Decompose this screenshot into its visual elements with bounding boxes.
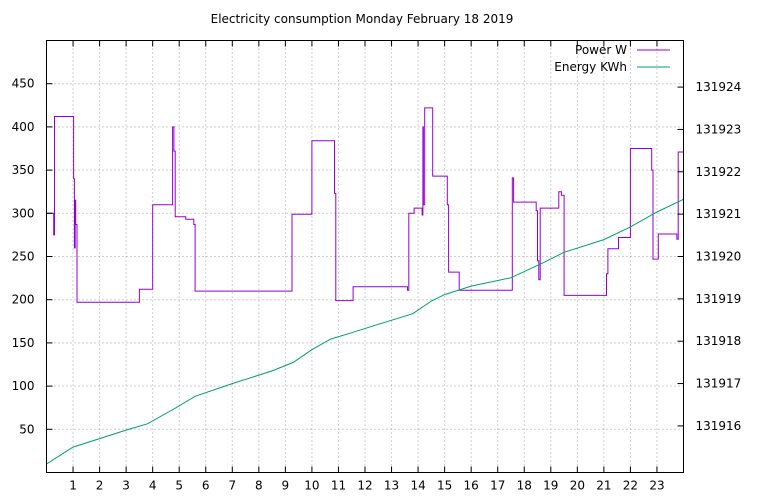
y-tick-label: 250 (12, 250, 35, 264)
x-tick-label: 14 (410, 479, 425, 493)
axis-ticks: 1 2 3 4 5 6 7 8 9 10 11 12 13 14 15 16 17 18 19 20 21 22 23501… (12, 40, 742, 493)
x-tick-label: 5 (175, 479, 183, 493)
x-tick-label: 3 (122, 479, 130, 493)
series-lines (46, 107, 684, 465)
y2-tick-label: 131924 (696, 80, 742, 94)
series-line-energy-kwh (46, 198, 684, 465)
chart-title: Electricity consumption Monday February … (211, 12, 514, 26)
x-tick-label: 19 (543, 479, 558, 493)
x-tick-label: 17 (490, 479, 505, 493)
x-tick-label: 6 (202, 479, 210, 493)
x-tick-label: 10 (304, 479, 319, 493)
y-tick-label: 150 (12, 336, 35, 350)
y-tick-label: 450 (12, 77, 35, 91)
y2-tick-label: 131920 (696, 250, 742, 264)
y2-tick-label: 131917 (696, 377, 742, 391)
legend-label: Energy KWh (554, 60, 627, 74)
x-tick-label: 2 (96, 479, 104, 493)
x-tick-label: 20 (570, 479, 585, 493)
x-tick-label: 15 (437, 479, 452, 493)
y-tick-label: 100 (12, 379, 35, 393)
x-tick-label: 9 (282, 479, 290, 493)
x-tick-label: 23 (649, 479, 664, 493)
grid (46, 40, 684, 473)
y2-tick-label: 131922 (696, 165, 742, 179)
y2-tick-label: 131923 (696, 122, 742, 136)
x-tick-label: 12 (357, 479, 372, 493)
y-tick-label: 50 (19, 422, 34, 436)
x-tick-label: 11 (331, 479, 346, 493)
x-tick-label: 8 (255, 479, 263, 493)
y-tick-label: 400 (12, 120, 35, 134)
legend-label: Power W (575, 43, 627, 57)
x-tick-label: 4 (149, 479, 157, 493)
y-tick-label: 200 (12, 293, 35, 307)
y2-tick-label: 131921 (696, 207, 742, 221)
legend: Power W Energy KWh (554, 43, 670, 74)
y-tick-label: 350 (12, 163, 35, 177)
y-tick-label: 300 (12, 206, 35, 220)
x-tick-label: 18 (517, 479, 532, 493)
x-tick-label: 7 (228, 479, 236, 493)
x-tick-label: 1 (69, 479, 77, 493)
y2-tick-label: 131919 (696, 292, 742, 306)
series-line-power-w (46, 107, 684, 303)
y2-tick-label: 131916 (696, 419, 742, 433)
x-tick-label: 21 (596, 479, 611, 493)
y2-tick-label: 131918 (696, 334, 742, 348)
x-tick-label: 22 (623, 479, 638, 493)
x-tick-label: 13 (384, 479, 399, 493)
x-tick-label: 16 (464, 479, 479, 493)
